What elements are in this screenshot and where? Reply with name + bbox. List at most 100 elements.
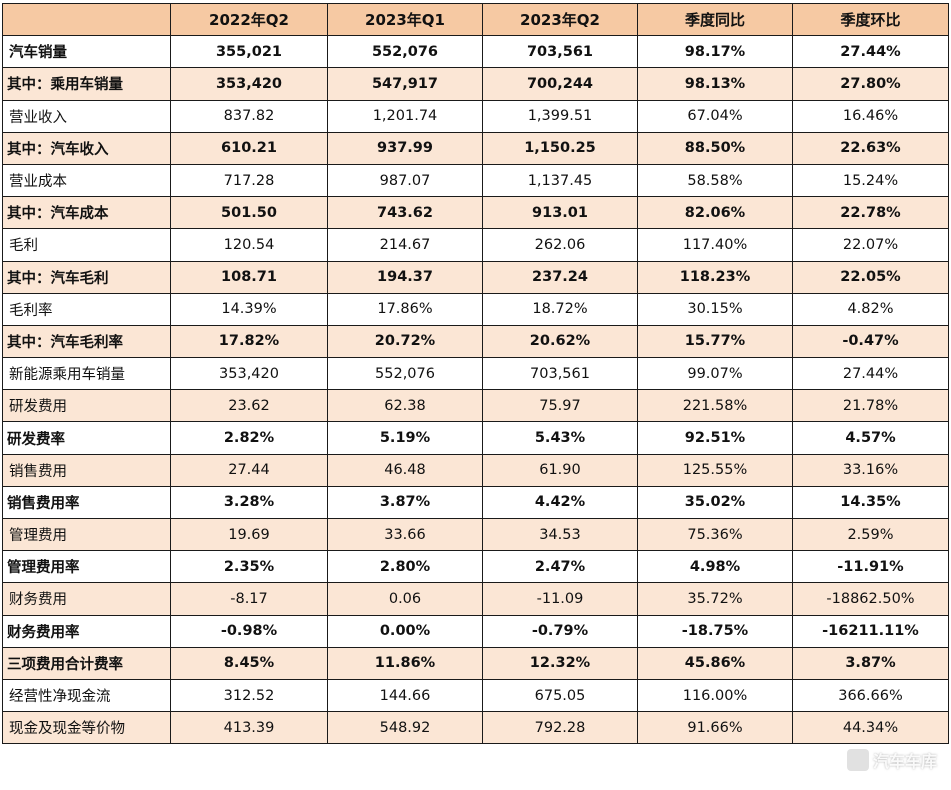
table-cell: 125.55% (637, 453, 793, 487)
header-2023q2: 2023年Q2 (482, 2, 638, 37)
table-cell: 20.72% (327, 324, 483, 359)
table-cell: 35.72% (637, 582, 793, 616)
table-row: 经营性净现金流 312.52 144.66 675.05 116.00% 366.66% (2, 678, 949, 713)
table-cell: 547,917 (327, 67, 483, 101)
table-cell: 987.07 (327, 163, 483, 198)
table-row: 其中：汽车毛利 108.71 194.37 237.24 118.23% 22.05% (2, 260, 949, 294)
table-cell: 913.01 (482, 196, 638, 230)
row-label: 其中：汽车毛利率 (2, 324, 171, 359)
table-cell: 4.42% (482, 485, 638, 520)
table-cell: 117.40% (637, 228, 793, 262)
row-label: 研发费用 (2, 389, 171, 423)
table-cell: 16.46% (792, 99, 949, 133)
table-cell: 355,021 (170, 35, 328, 69)
table-cell: 717.28 (170, 163, 328, 198)
table-cell: 17.82% (170, 324, 328, 359)
table-row: 研发费率 2.82% 5.19% 5.43% 92.51% 4.57% (2, 421, 949, 455)
table-cell: 27.44% (792, 35, 949, 69)
table-cell: 99.07% (637, 357, 793, 391)
table-cell: 1,137.45 (482, 163, 638, 198)
table-cell: 312.52 (170, 678, 328, 713)
table-cell: 2.59% (792, 517, 949, 552)
header-yoy: 季度同比 (637, 2, 793, 37)
table-cell: 1,201.74 (327, 99, 483, 133)
table-cell: 703,561 (482, 35, 638, 69)
watermark-logo-icon (846, 749, 869, 771)
row-label: 经营性净现金流 (2, 678, 171, 713)
table-cell: 22.78% (792, 196, 949, 230)
row-label: 营业成本 (2, 163, 171, 198)
table-cell: 91.66% (637, 711, 793, 745)
table-cell: 22.05% (792, 260, 949, 294)
row-label: 其中：乘用车销量 (2, 67, 171, 101)
table-cell: 3.87% (327, 485, 483, 520)
table-cell: 15.77% (637, 324, 793, 359)
row-label: 其中：汽车毛利 (2, 260, 171, 294)
table-cell: 552,076 (327, 357, 483, 391)
table-cell: -16211.11% (792, 614, 949, 648)
table-cell: 14.35% (792, 485, 949, 520)
table-row: 管理费用 19.69 33.66 34.53 75.36% 2.59% (2, 517, 949, 552)
table-cell: 353,420 (170, 357, 328, 391)
table-cell: 20.62% (482, 324, 638, 359)
table-cell: 366.66% (792, 678, 949, 713)
table-cell: 35.02% (637, 485, 793, 520)
table-cell: 703,561 (482, 357, 638, 391)
table-row: 营业收入 837.82 1,201.74 1,399.51 67.04% 16.46% (2, 99, 949, 133)
header-qoq: 季度环比 (792, 2, 949, 37)
table-cell: 194.37 (327, 260, 483, 294)
table-row: 销售费用率 3.28% 3.87% 4.42% 35.02% 14.35% (2, 485, 949, 520)
table-cell: 548.92 (327, 711, 483, 745)
table-cell: 610.21 (170, 131, 328, 165)
table-cell: -0.47% (792, 324, 949, 359)
table-cell: 8.45% (170, 646, 328, 680)
table-row: 研发费用 23.62 62.38 75.97 221.58% 21.78% (2, 389, 949, 423)
table-cell: 88.50% (637, 131, 793, 165)
table-cell: 214.67 (327, 228, 483, 262)
header-corner (2, 2, 171, 37)
table-cell: 82.06% (637, 196, 793, 230)
table-cell: 837.82 (170, 99, 328, 133)
table-cell: -0.98% (170, 614, 328, 648)
table-cell: 23.62 (170, 389, 328, 423)
table-cell: 27.44 (170, 453, 328, 487)
table-cell: 118.23% (637, 260, 793, 294)
table-cell: 1,150.25 (482, 131, 638, 165)
table-cell: 22.07% (792, 228, 949, 262)
table-cell: 61.90 (482, 453, 638, 487)
table-cell: 501.50 (170, 196, 328, 230)
table-cell: 2.80% (327, 550, 483, 584)
financial-table: 2022年Q2 2023年Q1 2023年Q2 季度同比 季度环比 汽车销量 35… (2, 2, 949, 745)
table-cell: 144.66 (327, 678, 483, 713)
table-cell: 700,244 (482, 67, 638, 101)
table-cell: 17.86% (327, 292, 483, 326)
row-label: 新能源乘用车销量 (2, 357, 171, 391)
table-cell: 30.15% (637, 292, 793, 326)
table-cell: 67.04% (637, 99, 793, 133)
table-cell: 2.35% (170, 550, 328, 584)
table-cell: -0.79% (482, 614, 638, 648)
table-cell: -8.17 (170, 582, 328, 616)
table-cell: 0.06 (327, 582, 483, 616)
table-cell: 33.16% (792, 453, 949, 487)
table-cell: 12.32% (482, 646, 638, 680)
table-cell: 98.17% (637, 35, 793, 69)
row-label: 销售费用 (2, 453, 171, 487)
table-row: 毛利 120.54 214.67 262.06 117.40% 22.07% (2, 228, 949, 262)
row-label: 毛利 (2, 228, 171, 262)
row-label: 销售费用率 (2, 485, 171, 520)
table-cell: 413.39 (170, 711, 328, 745)
row-label: 管理费用 (2, 517, 171, 552)
table-cell: 4.82% (792, 292, 949, 326)
table-cell: 27.44% (792, 357, 949, 391)
table-row: 管理费用率 2.35% 2.80% 2.47% 4.98% -11.91% (2, 550, 949, 584)
table-cell: 58.58% (637, 163, 793, 198)
table-cell: 262.06 (482, 228, 638, 262)
table-cell: 98.13% (637, 67, 793, 101)
row-label: 毛利率 (2, 292, 171, 326)
row-label: 财务费用率 (2, 614, 171, 648)
row-label: 三项费用合计费率 (2, 646, 171, 680)
table-cell: 1,399.51 (482, 99, 638, 133)
row-label: 管理费用率 (2, 550, 171, 584)
table-row: 新能源乘用车销量 353,420 552,076 703,561 99.07% 27.44… (2, 357, 949, 391)
